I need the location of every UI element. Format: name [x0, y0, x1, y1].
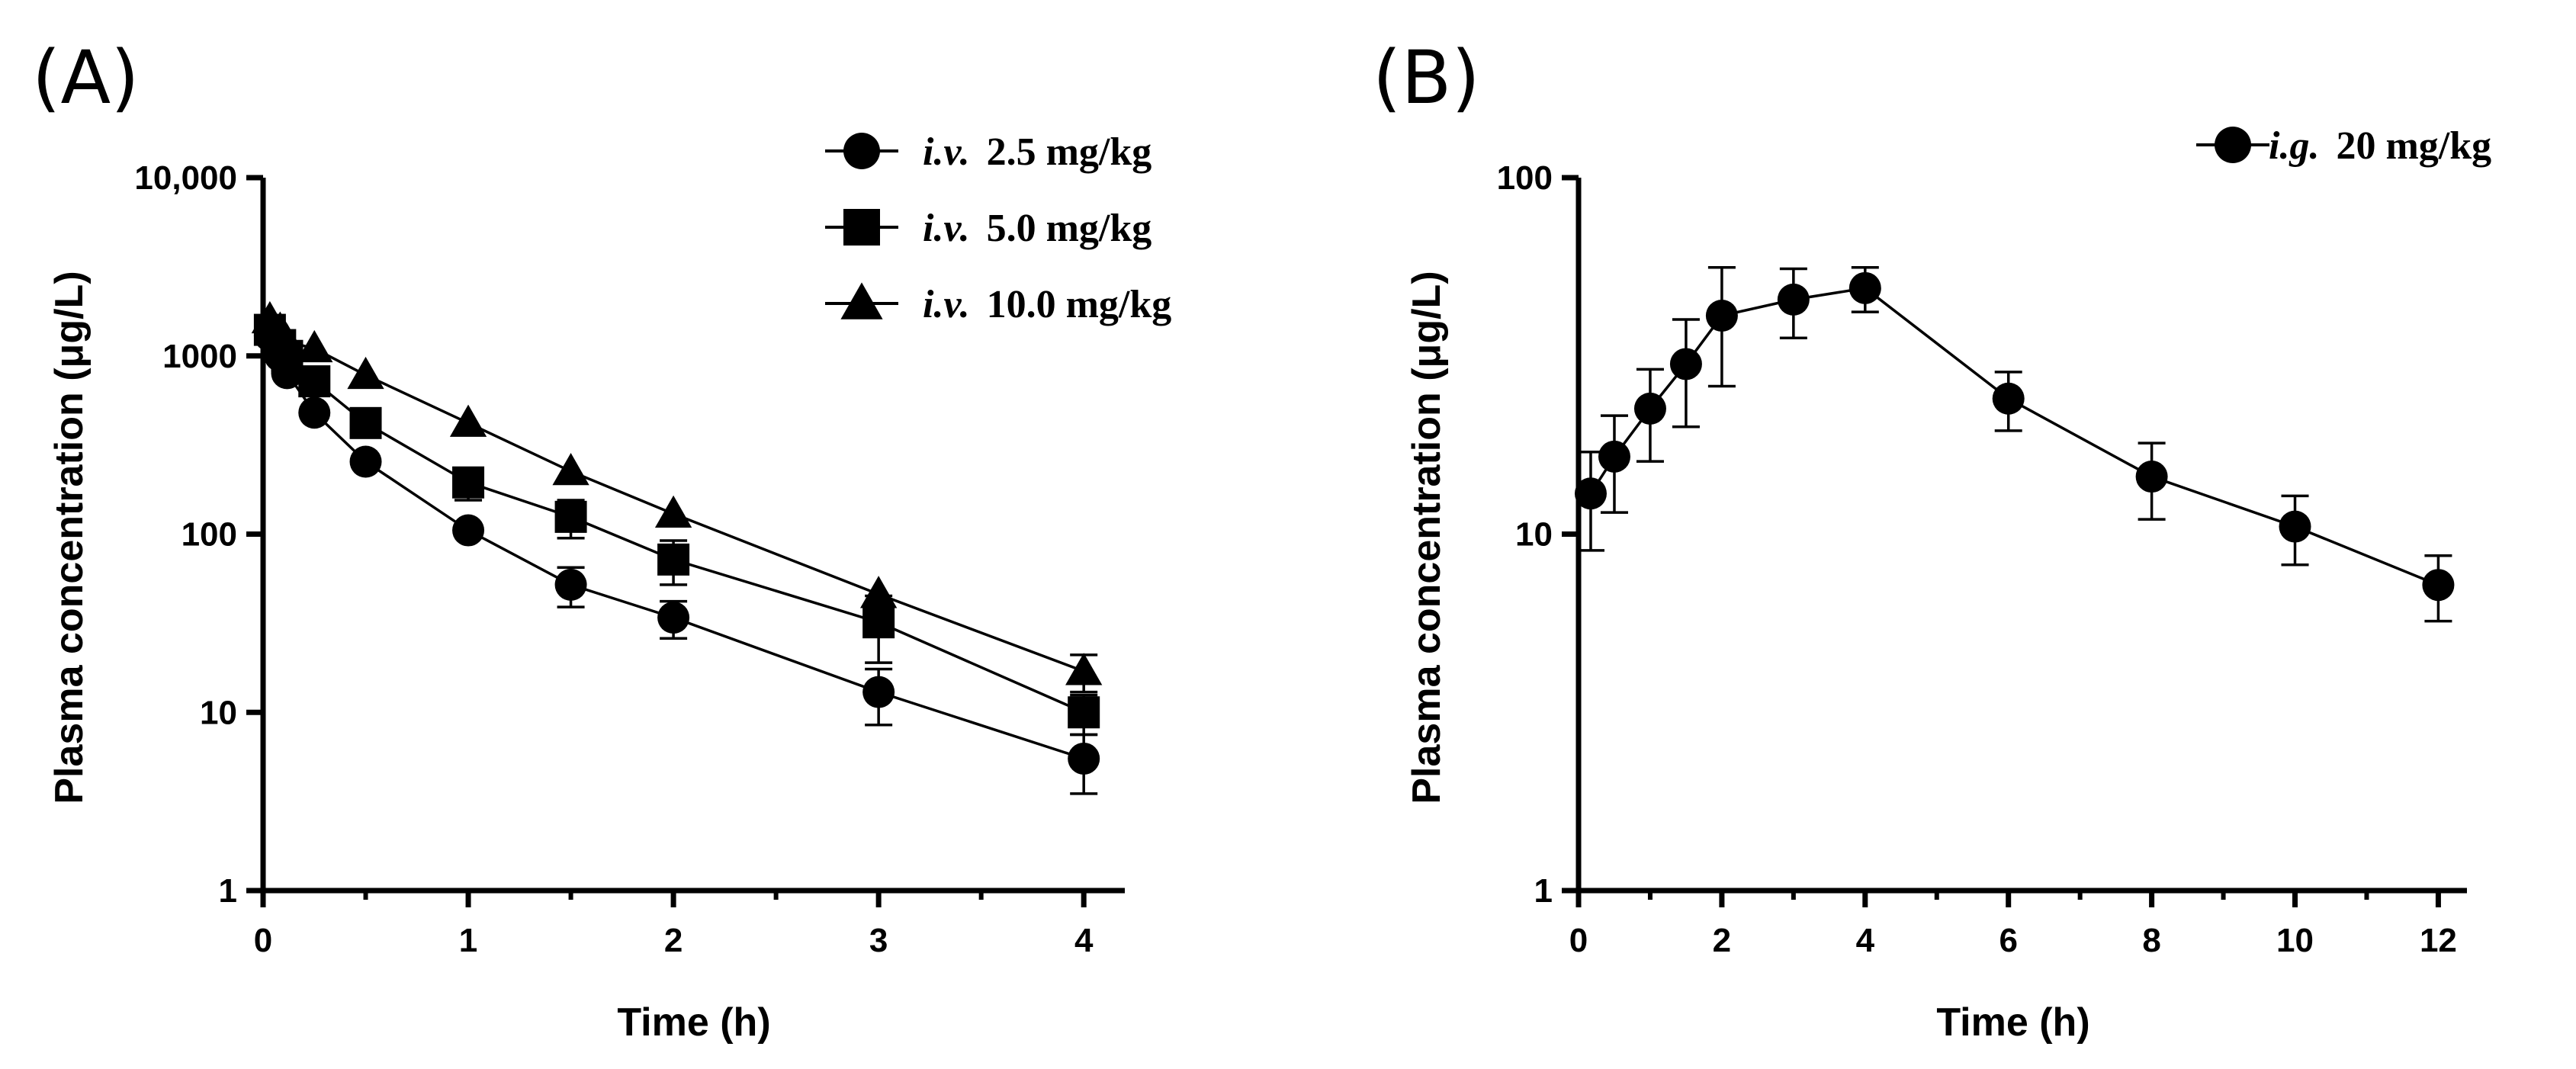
- data-point-a-triangle: [449, 404, 487, 437]
- data-point-a-triangle: [654, 495, 692, 528]
- data-a: [251, 300, 1103, 795]
- x-axis-title-b: Time (h): [1936, 1000, 2089, 1045]
- y-tick-label-a: 10,000: [134, 159, 237, 197]
- legend-marker-circle: [2215, 127, 2251, 163]
- legend-label-a: i.v. 10.0 mg/kg: [923, 283, 1171, 326]
- panel-label-a: (A): [32, 35, 140, 120]
- data-point-a-square: [657, 543, 690, 576]
- data-point-b-circle: [1992, 382, 2025, 415]
- data-point-a-circle: [452, 514, 485, 547]
- x-tick-label-b: 2: [1713, 922, 1731, 959]
- legend-label-a: i.v. 5.0 mg/kg: [923, 207, 1151, 250]
- data-point-b-circle: [1574, 477, 1607, 510]
- data-point-a-triangle: [347, 356, 384, 390]
- data-point-b-circle: [2135, 461, 2168, 493]
- y-axis-title-b: Plasma concentration (μg/L): [1405, 271, 1449, 804]
- data-point-a-circle: [1068, 742, 1100, 775]
- data-point-a-triangle: [552, 453, 589, 486]
- data-point-b-circle: [2279, 510, 2311, 543]
- y-tick-label-a: 1: [219, 872, 237, 910]
- data-point-b-circle: [1777, 283, 1810, 316]
- data-point-b-circle: [1705, 300, 1738, 332]
- y-tick-label-a: 100: [181, 516, 237, 554]
- x-axis-title-a: Time (h): [617, 1000, 770, 1045]
- legend-label-rest: 2.5 mg/kg: [987, 130, 1152, 174]
- legend-a: i.v. 2.5 mg/kg i.v. 5.0 mg/kg i.v. 10.0 mg/kg: [825, 130, 1171, 326]
- data-point-a-circle: [657, 602, 690, 634]
- data-point-a-circle: [554, 568, 587, 601]
- data-point-a-triangle: [268, 323, 306, 356]
- axes-b: 1 10 100 0 2 4 6 8 10 12: [1497, 159, 2467, 959]
- x-tick-label-a: 2: [664, 922, 683, 959]
- legend-label-italic: i.v.: [923, 283, 970, 326]
- data-point-a-square: [452, 466, 485, 499]
- legend-entry-a-0: i.v. 2.5 mg/kg: [825, 130, 1151, 174]
- x-tick-label-b: 4: [1856, 922, 1875, 959]
- legend-label-b: i.g. 20 mg/kg: [2269, 124, 2491, 168]
- data-point-a-triangle: [296, 329, 333, 363]
- legend-label-italic: i.v.: [923, 130, 970, 174]
- series-a-2: [251, 300, 1103, 694]
- x-tick-label-a: 0: [254, 922, 272, 959]
- data-point-b-circle: [2422, 569, 2455, 602]
- legend-entry-a-2: i.v. 10.0 mg/kg: [825, 282, 1171, 326]
- legend-label-italic: i.v.: [923, 207, 970, 250]
- panel-b: (B) Plasma concentration (μg/L) Time (h)…: [1373, 35, 2491, 1045]
- legend-entry-b-0: i.g. 20 mg/kg: [2196, 124, 2491, 168]
- data-point-a-square: [1068, 696, 1100, 729]
- x-tick-label-b: 0: [1569, 922, 1588, 959]
- legend-label-rest: 5.0 mg/kg: [987, 207, 1152, 250]
- y-tick-label-a: 10: [200, 694, 237, 731]
- data-point-a-square: [298, 365, 331, 398]
- x-tick-label-a: 3: [869, 922, 888, 959]
- panel-label-b: (B): [1373, 35, 1480, 120]
- legend-label-rest: 20 mg/kg: [2336, 124, 2491, 168]
- data-point-a-square: [862, 606, 895, 639]
- x-tick-label-b: 8: [2142, 922, 2160, 959]
- data-point-b-circle: [1633, 392, 1666, 425]
- data-point-a-triangle: [1065, 653, 1103, 685]
- data-point-b-circle: [1848, 271, 1881, 304]
- legend-label-a: i.v. 2.5 mg/kg: [923, 130, 1151, 174]
- legend-marker-circle: [843, 133, 880, 169]
- panel-a: (A) Plasma concentration (μg/L) Time (h)…: [32, 35, 1171, 1045]
- x-tick-label-a: 4: [1074, 922, 1094, 959]
- data-point-a-triangle: [859, 576, 898, 608]
- legend-marker-square: [843, 209, 880, 246]
- data-point-a-circle: [298, 396, 331, 429]
- data-point-a-circle: [349, 445, 382, 478]
- legend-entry-a-1: i.v. 5.0 mg/kg: [825, 207, 1151, 250]
- x-tick-label-b: 10: [2276, 922, 2314, 959]
- series-line-b: [1589, 286, 2439, 586]
- data-b: [1574, 265, 2455, 623]
- y-tick-label-b: 100: [1497, 159, 1553, 197]
- y-tick-label-b: 10: [1515, 516, 1553, 554]
- data-point-a-square: [349, 406, 382, 439]
- legend-b: i.g. 20 mg/kg: [2196, 124, 2491, 168]
- data-point-a-square: [554, 500, 587, 533]
- y-tick-label-a: 1000: [162, 338, 237, 375]
- legend-label-italic: i.g.: [2269, 124, 2319, 168]
- series-b-0: [1574, 265, 2455, 623]
- x-tick-label-b: 12: [2420, 922, 2457, 959]
- data-point-b-circle: [1669, 348, 1702, 380]
- legend-label-rest: 10.0 mg/kg: [987, 283, 1172, 326]
- data-point-b-circle: [1598, 440, 1630, 473]
- y-tick-label-b: 1: [1534, 872, 1553, 910]
- y-axis-title-a: Plasma concentration (μg/L): [47, 271, 92, 804]
- x-tick-label-b: 6: [1999, 922, 2017, 959]
- data-point-a-circle: [862, 676, 895, 708]
- x-tick-label-a: 1: [459, 922, 477, 959]
- legend-marker-triangle: [840, 282, 883, 319]
